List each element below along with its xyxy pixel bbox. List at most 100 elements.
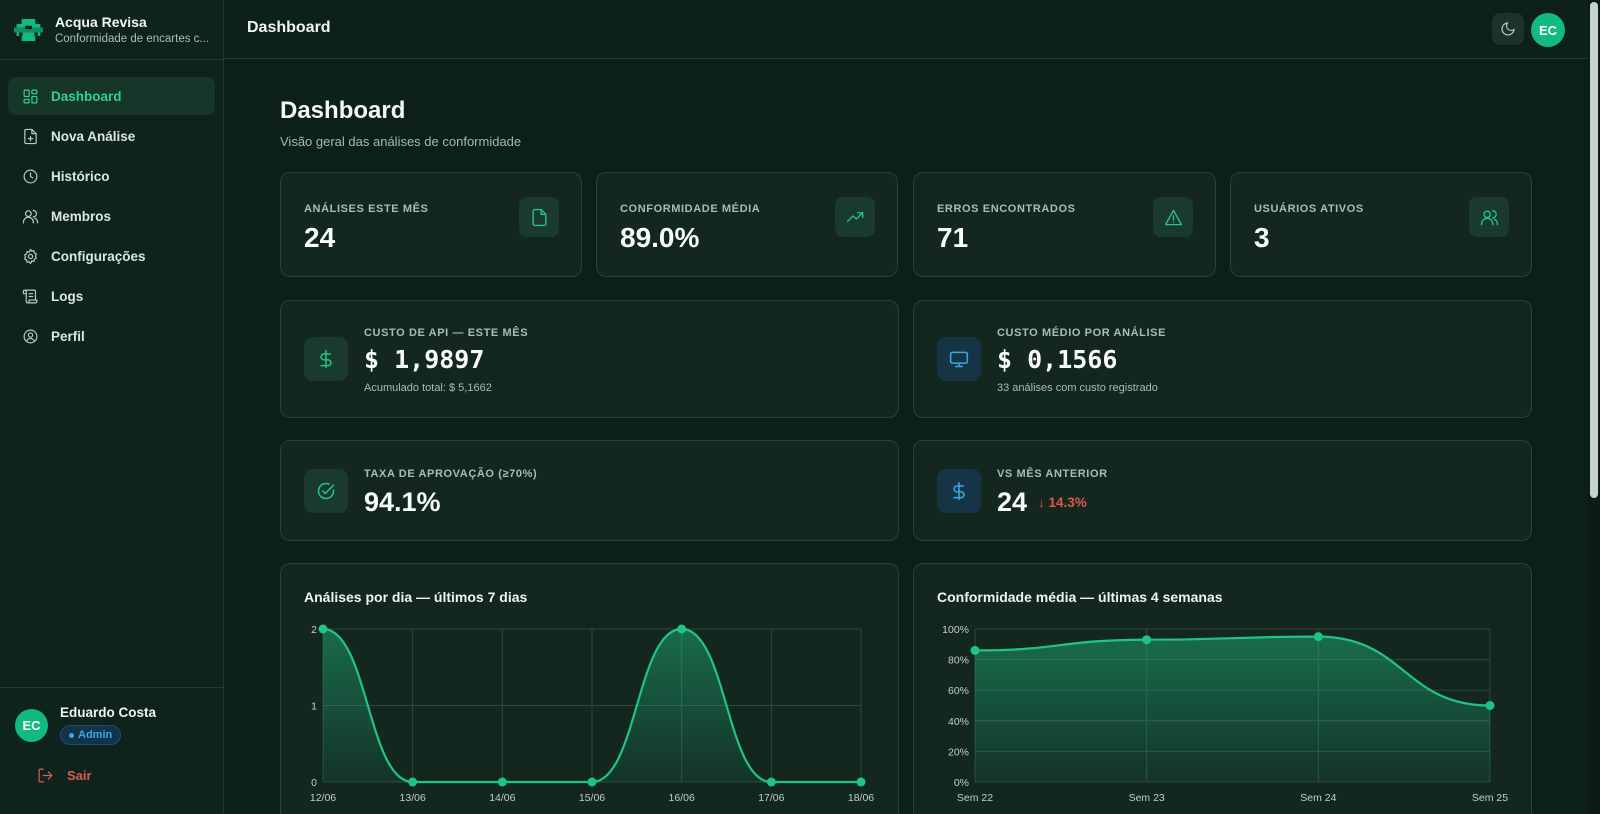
data-point — [497, 777, 507, 787]
topbar: Dashboard EC — [224, 0, 1600, 59]
approval-value: 94.1% — [364, 487, 441, 517]
stat-card-usuarios: USUÁRIOS ATIVOS 3 — [1230, 172, 1532, 277]
x-tick-label: 17/06 — [758, 792, 784, 804]
x-tick-label: Sem 24 — [1300, 792, 1336, 804]
stat-icon-box — [1469, 197, 1509, 237]
data-point — [970, 645, 980, 655]
approval-rate-card: TAXA DE APROVAÇÃO (≥70%) 94.1% — [280, 440, 899, 541]
sidebar-item-dashboard[interactable]: Dashboard — [8, 77, 215, 115]
cost-icon-box — [304, 337, 348, 381]
scrollbar-thumb[interactable] — [1590, 2, 1598, 498]
app-name: Acqua Revisa — [54, 14, 147, 30]
sidebar-nav: Dashboard Nova Análise Histórico Membros… — [0, 60, 223, 374]
stat-value: 3 — [1254, 222, 1270, 253]
data-point — [677, 624, 687, 634]
cost-note: 33 análises com custo registrado — [997, 382, 1158, 394]
weekly-conformity-chart: 0% 20% 40% 60% 80% 100% Sem 22 Sem 23 Sem 24 Sem … — [942, 624, 1508, 804]
file-plus-icon — [24, 128, 37, 144]
dashboard-grid-icon — [23, 89, 38, 103]
topbar-avatar[interactable]: EC — [1531, 13, 1565, 47]
data-point — [1142, 635, 1152, 645]
x-tick-label: Sem 23 — [1129, 792, 1165, 804]
y-tick-label: 2 — [311, 624, 317, 636]
page-scrollbar[interactable] — [1588, 0, 1600, 814]
logout-icon — [38, 768, 53, 783]
avatar[interactable]: EC — [15, 708, 48, 742]
y-tick-label: 60% — [948, 685, 969, 697]
area-fill — [975, 636, 1490, 782]
stat-value: 71 — [937, 222, 969, 253]
y-tick-label: 20% — [948, 746, 969, 758]
users-icon — [1480, 209, 1498, 225]
role-dot-icon — [69, 732, 74, 738]
dollar-icon — [953, 481, 965, 501]
cost-value: $ 0,1566 — [997, 345, 1118, 374]
stat-value: 89.0% — [620, 222, 700, 253]
stat-label: ERROS ENCONTRADOS — [937, 203, 1076, 215]
user-info: EC Eduardo Costa Admin — [0, 688, 223, 745]
stat-label: ANÁLISES ESTE MÊS — [304, 203, 429, 215]
stat-card-conformidade: CONFORMIDADE MÉDIA 89.0% — [596, 172, 898, 277]
sidebar-item-historico[interactable]: Histórico — [8, 157, 215, 195]
x-tick-label: Sem 25 — [1472, 792, 1508, 804]
topbar-title: Dashboard — [247, 19, 331, 36]
daily-analyses-chart: 0 1 2 12/06 13/06 14/06 15/06 16/06 17/06 18/06 — [310, 624, 874, 804]
trending-up-icon — [846, 211, 863, 222]
logout-label: Sair — [67, 768, 92, 783]
api-cost-card: CUSTO DE API — ESTE MÊS $ 1,9897 Acumula… — [280, 300, 899, 418]
sidebar-item-label: Histórico — [51, 168, 110, 184]
area-fill — [323, 629, 861, 782]
data-point — [408, 777, 418, 787]
moon-icon — [1501, 22, 1515, 36]
stat-value: 24 — [304, 222, 336, 253]
previous-delta: ↓ 14.3% — [1038, 495, 1087, 510]
x-tick-label: 15/06 — [579, 792, 605, 804]
stat-icon-box — [1153, 197, 1193, 237]
avg-cost-card: CUSTO MÉDIO POR ANÁLISE $ 0,1566 33 anál… — [913, 300, 1532, 418]
sidebar-item-perfil[interactable]: Perfil — [8, 317, 215, 355]
sidebar-item-logs[interactable]: Logs — [8, 277, 215, 315]
previous-label: VS MÊS ANTERIOR — [997, 468, 1108, 480]
data-point — [1485, 701, 1495, 710]
sidebar-item-label: Configurações — [51, 248, 146, 264]
dollar-icon — [320, 349, 332, 369]
data-point — [318, 624, 328, 634]
sidebar-item-configuracoes[interactable]: Configurações — [8, 237, 215, 275]
stat-icon-box — [835, 197, 875, 237]
y-tick-label: 100% — [942, 624, 969, 636]
y-tick-label: 1 — [311, 701, 317, 713]
previous-icon-box — [937, 469, 981, 513]
cost-note: Acumulado total: $ 5,1662 — [364, 382, 492, 394]
monitor-icon — [949, 351, 969, 368]
x-tick-label: 12/06 — [310, 792, 336, 804]
data-point — [856, 777, 866, 787]
y-tick-label: 0% — [954, 777, 969, 789]
sidebar-item-nova-analise[interactable]: Nova Análise — [8, 117, 215, 155]
previous-value: 24 — [997, 487, 1028, 517]
sidebar-footer: EC Eduardo Costa Admin Sair — [0, 687, 223, 814]
users-icon — [22, 209, 39, 223]
cost-value: $ 1,9897 — [364, 345, 485, 374]
sidebar-item-label: Nova Análise — [51, 128, 136, 144]
chart-card-weekly: Conformidade média — últimas 4 semanas 0… — [913, 563, 1532, 814]
scroll-icon — [22, 289, 38, 303]
cost-label: CUSTO DE API — ESTE MÊS — [364, 327, 529, 339]
previous-month-card: VS MÊS ANTERIOR 24 ↓ 14.3% — [913, 440, 1532, 541]
file-icon — [531, 208, 547, 226]
brand[interactable]: Acqua Revisa Conformidade de encartes c.… — [0, 0, 223, 60]
data-point — [1313, 632, 1323, 642]
x-tick-label: 14/06 — [489, 792, 515, 804]
sidebar-item-membros[interactable]: Membros — [8, 197, 215, 235]
theme-toggle-button[interactable] — [1492, 13, 1524, 45]
stat-card-erros: ERROS ENCONTRADOS 71 — [913, 172, 1216, 277]
user-circle-icon — [23, 329, 38, 343]
data-point — [587, 777, 597, 787]
stat-label: USUÁRIOS ATIVOS — [1254, 203, 1364, 215]
x-tick-label: 16/06 — [669, 792, 695, 804]
logout-button[interactable]: Sair — [37, 767, 223, 784]
page-subtitle: Visão geral das análises de conformidade — [280, 134, 522, 149]
role-label: Admin — [78, 729, 113, 741]
approval-icon-box — [304, 469, 348, 513]
series-line — [974, 635, 1491, 707]
stat-card-analises: ANÁLISES ESTE MÊS 24 — [280, 172, 582, 277]
